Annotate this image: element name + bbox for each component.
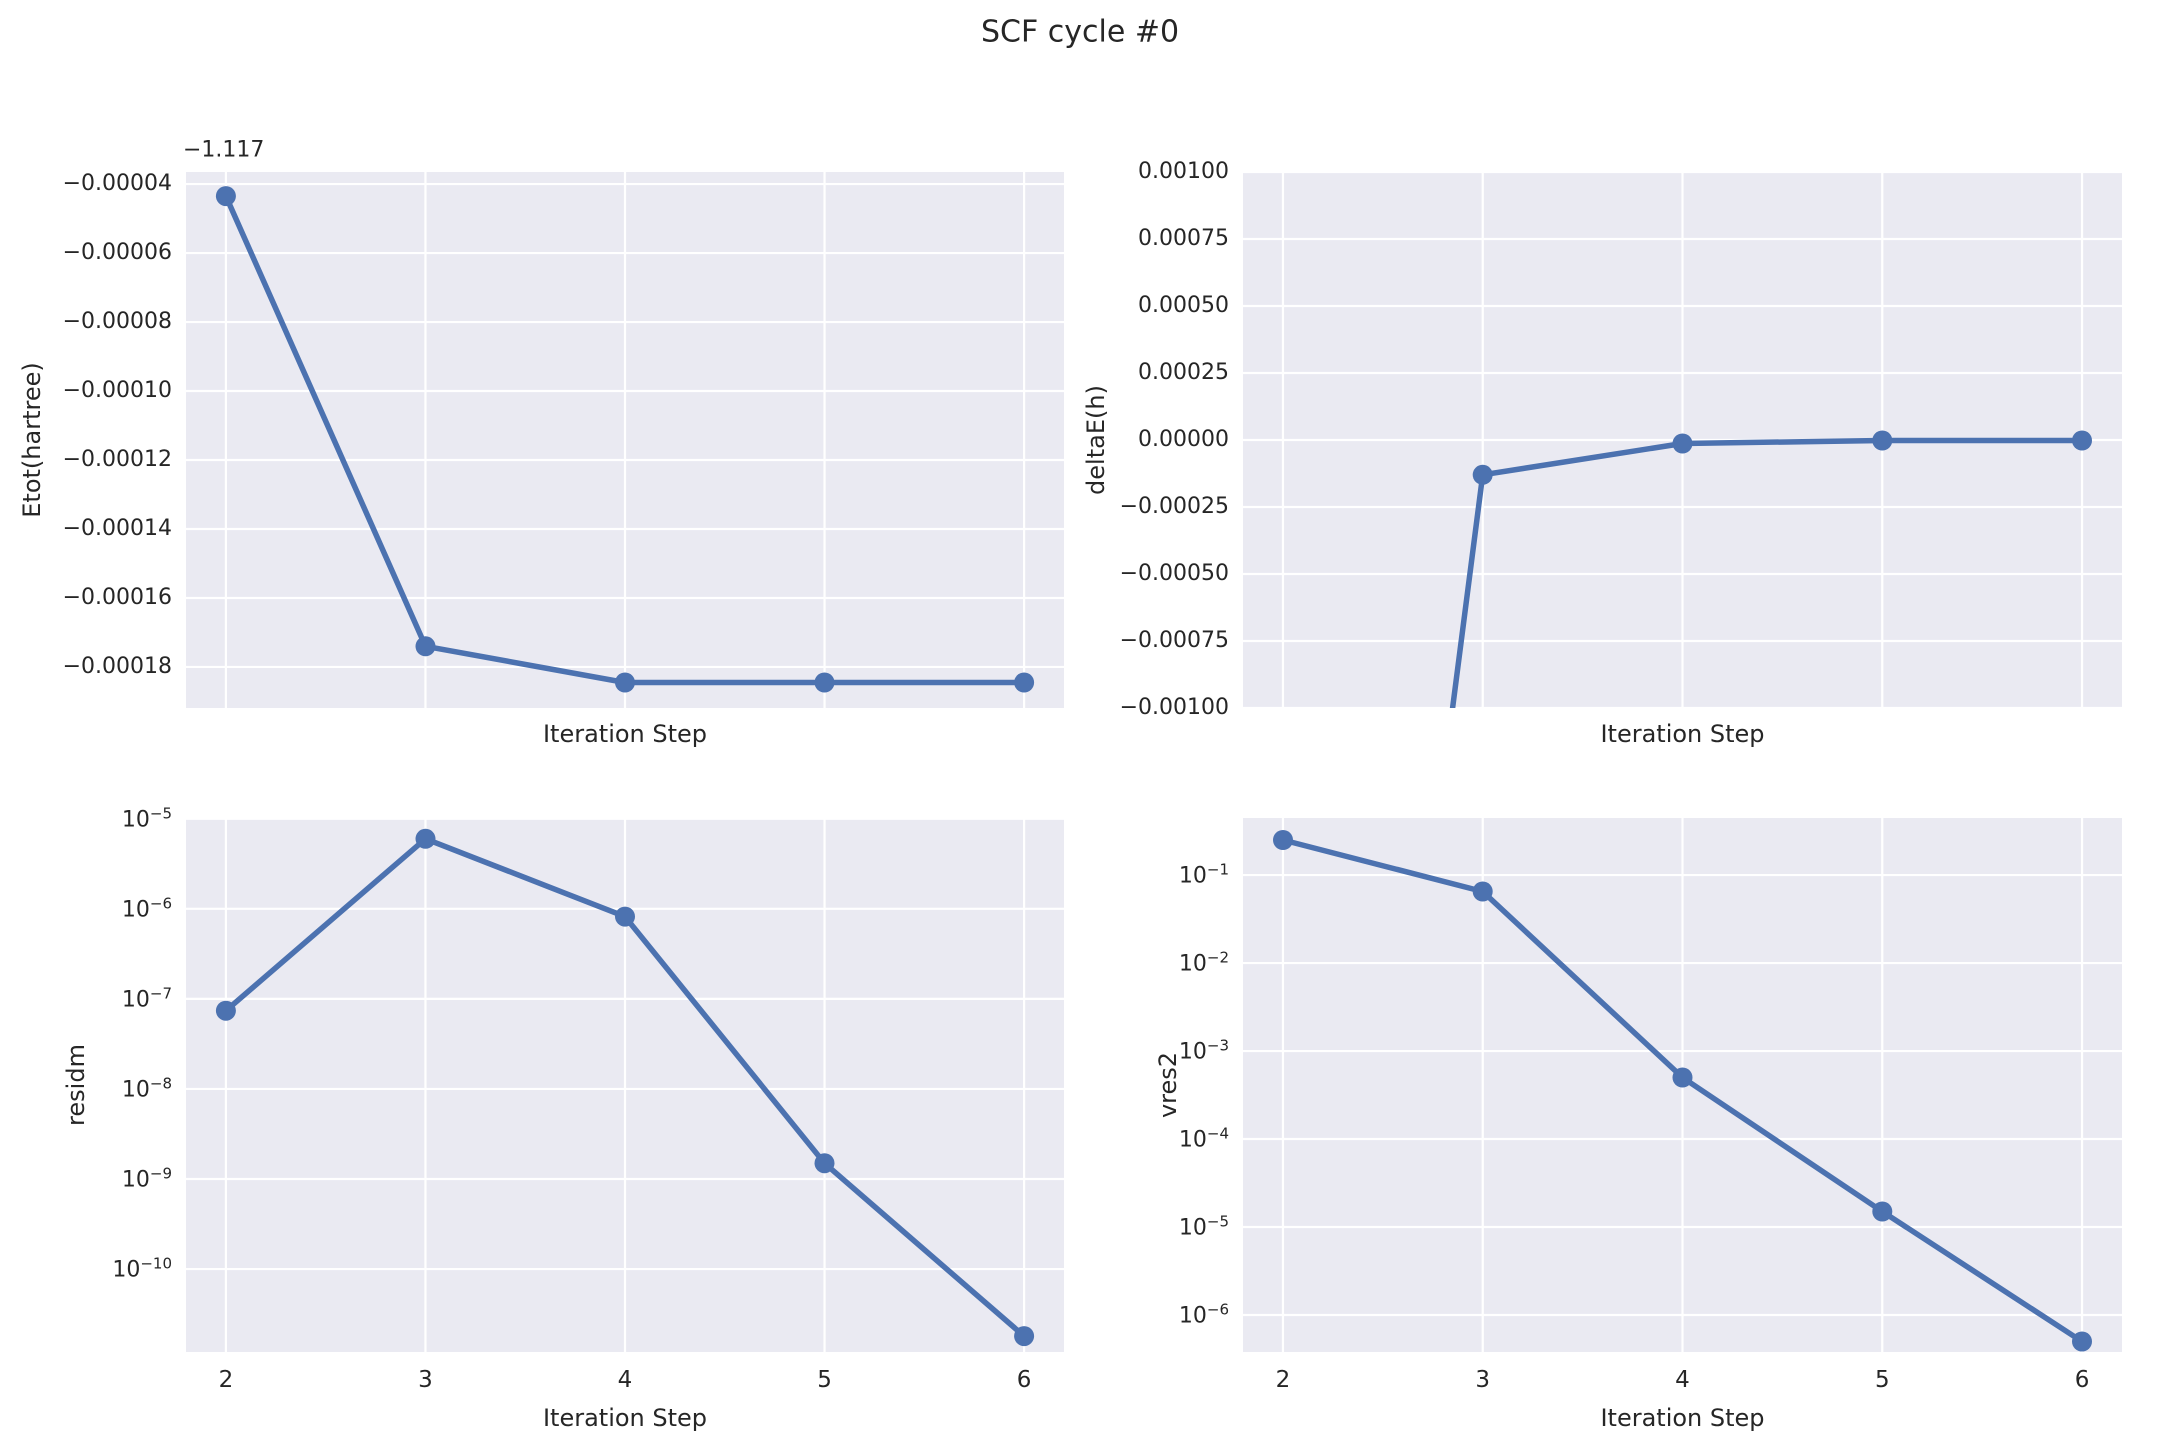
deltae-data-point-marker [1872, 430, 1893, 451]
deltae-data-point-marker [1672, 433, 1693, 454]
residm-y-tick-label: 10−9 [121, 1164, 172, 1193]
residm-data-point-marker [1014, 1326, 1035, 1347]
vres2-y-tick-label: 10−5 [1178, 1212, 1229, 1241]
etot-data-point-marker [415, 636, 436, 657]
deltae-y-tick-label: 0.00025 [1138, 360, 1229, 385]
residm-y-tick-label: 10−5 [121, 804, 172, 833]
deltae-y-tick-label: 0.00100 [1138, 159, 1229, 184]
ylabel-residm: residm [62, 1044, 90, 1126]
residm-data-point-marker [415, 828, 436, 849]
deltae-data-point-marker [1472, 464, 1493, 485]
vres2-y-tick-label: 10−6 [1178, 1300, 1229, 1329]
plot-deltae [1243, 172, 2122, 708]
etot-y-tick-label: −0.00008 [62, 309, 172, 335]
plot-vres2 [1243, 818, 2122, 1352]
residm-plot-canvas [186, 818, 1064, 1352]
residm-x-tick-label: 5 [817, 1367, 832, 1393]
vres2-data-point-marker [1472, 881, 1493, 902]
vres2-x-tick-label: 5 [1874, 1367, 1890, 1393]
deltae-y-tick-label: 0.00000 [1138, 427, 1229, 452]
vres2-y-tick-label: 10−4 [1178, 1124, 1229, 1153]
etot-data-point-marker [814, 672, 835, 693]
vres2-x-tick-label: 6 [2074, 1367, 2090, 1393]
deltae-y-tick-label: −0.00025 [1119, 494, 1229, 519]
vres2-data-point-marker [1872, 1201, 1893, 1222]
residm-data-point-marker [814, 1153, 835, 1174]
vres2-y-tick-label: 10−1 [1178, 860, 1229, 889]
residm-x-tick-label: 3 [418, 1367, 433, 1393]
vres2-data-point-marker [2072, 1331, 2092, 1352]
etot-y-tick-label: −0.00014 [62, 515, 172, 541]
etot-y-tick-label: −0.00016 [62, 584, 172, 610]
etot-y-tick-label: −0.00006 [62, 240, 172, 266]
xlabel-deltae: Iteration Step [1600, 720, 1765, 748]
vres2-data-point-marker [1273, 830, 1293, 850]
vres2-data-point-marker [1672, 1067, 1693, 1088]
vres2-plot-canvas [1243, 818, 2122, 1352]
residm-y-tick-label: 10−8 [121, 1074, 172, 1103]
deltae-plot-canvas [1243, 172, 2122, 708]
etot-data-point-marker [615, 672, 635, 693]
etot-y-tick-label: −0.00004 [62, 171, 172, 197]
xlabel-etot: Iteration Step [542, 720, 708, 748]
ylabel-etot: Etot(hartree) [18, 362, 46, 518]
residm-x-tick-label: 6 [1016, 1367, 1032, 1393]
deltae-y-tick-label: −0.00050 [1119, 561, 1229, 586]
etot-y-tick-label: −0.00010 [62, 378, 172, 404]
residm-y-tick-label: 10−7 [121, 984, 172, 1013]
ylabel-vres2: vres2 [1154, 1051, 1182, 1119]
etot-y-tick-label: −0.00012 [62, 447, 172, 472]
etot-axis-offset-text: −1.117 [183, 137, 265, 163]
residm-data-point-marker [215, 1000, 236, 1021]
deltae-y-tick-label: −0.00075 [1119, 628, 1229, 653]
figure-title: SCF cycle #0 [980, 14, 1180, 50]
vres2-x-tick-label: 4 [1675, 1367, 1690, 1393]
xlabel-vres2: Iteration Step [1600, 1404, 1765, 1432]
vres2-x-tick-label: 3 [1475, 1367, 1491, 1393]
vres2-y-tick-label: 10−2 [1178, 948, 1229, 977]
deltae-y-tick-label: 0.00050 [1138, 293, 1229, 318]
xlabel-residm: Iteration Step [542, 1404, 708, 1432]
etot-y-tick-label: −0.00018 [62, 653, 172, 679]
ylabel-deltae: deltaE(h) [1082, 385, 1110, 495]
residm-x-tick-label: 2 [218, 1367, 234, 1393]
residm-data-point-marker [615, 906, 635, 927]
etot-data-point-marker [1014, 672, 1035, 693]
vres2-y-tick-label: 10−3 [1178, 1036, 1229, 1065]
deltae-y-tick-label: 0.00075 [1138, 226, 1229, 251]
deltae-y-tick-label: −0.00100 [1119, 695, 1229, 720]
etot-data-point-marker [215, 186, 236, 207]
residm-y-tick-label: 10−6 [121, 894, 172, 923]
residm-y-tick-label: 10−10 [112, 1254, 172, 1283]
deltae-data-point-marker [2072, 430, 2092, 451]
vres2-x-tick-label: 2 [1275, 1367, 1291, 1393]
plot-etot [186, 172, 1064, 708]
plot-residm [186, 818, 1064, 1352]
etot-plot-canvas [186, 172, 1064, 708]
residm-x-tick-label: 4 [617, 1367, 633, 1393]
